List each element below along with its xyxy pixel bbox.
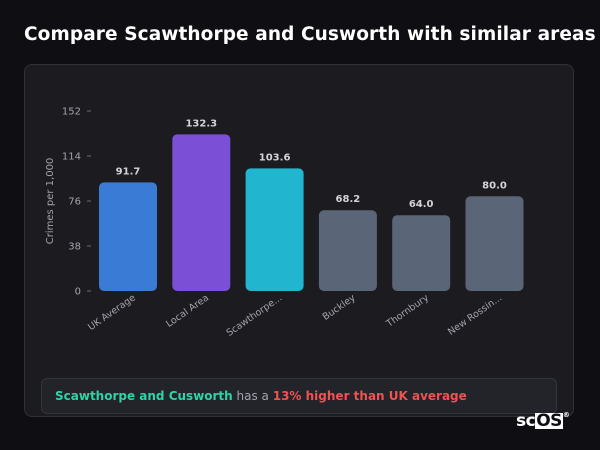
bar-value-label: 103.6 (259, 152, 291, 163)
y-axis-label: Crimes per 1,000 (45, 158, 56, 245)
bar-value-label: 132.3 (185, 118, 217, 129)
summary-place: Scawthorpe and Cusworth (55, 389, 233, 403)
bar-2 (245, 168, 304, 291)
x-tick-label: Thornbury (384, 292, 432, 330)
chart-card: Crimes per 1,000 0 38 76 114 152 91.7 UK Averag… (24, 64, 574, 417)
bar-value-label: 91.7 (116, 166, 141, 177)
bar-value-label: 80.0 (482, 180, 507, 191)
bar-1 (172, 134, 231, 291)
logo-prefix: sc (516, 411, 536, 431)
x-tick-label: Buckley (321, 292, 358, 323)
summary-difference: 13% higher than UK average (272, 389, 467, 403)
bar-5 (465, 196, 524, 291)
bar-0 (99, 182, 157, 291)
y-tick-label: 0 (75, 287, 81, 298)
summary-banner: Scawthorpe and Cusworth has a 13% higher… (41, 378, 557, 414)
logo-boxed: OS (535, 411, 563, 431)
x-tick-label: Local Area (164, 292, 211, 329)
y-tick-label: 114 (62, 152, 81, 163)
bar-value-label: 68.2 (336, 194, 361, 205)
page-title: Compare Scawthorpe and Cusworth with sim… (24, 24, 596, 45)
x-tick-label: UK Average (86, 292, 138, 333)
y-tick-label: 152 (62, 107, 81, 118)
x-tick-label: New Rossin... (446, 292, 504, 337)
y-tick-label: 38 (68, 242, 81, 253)
logo-registered-mark: ® (562, 411, 570, 419)
y-tick-label: 76 (68, 197, 81, 208)
summary-text: has a (232, 389, 273, 403)
x-tick-label: Scawthorpe... (225, 292, 285, 338)
brand-logo: scOS® (516, 411, 570, 431)
bar-value-label: 64.0 (409, 199, 434, 210)
bar-chart: Crimes per 1,000 0 38 76 114 152 91.7 UK Averag… (45, 107, 524, 339)
bar-4 (392, 215, 451, 291)
bar-3 (318, 210, 377, 291)
